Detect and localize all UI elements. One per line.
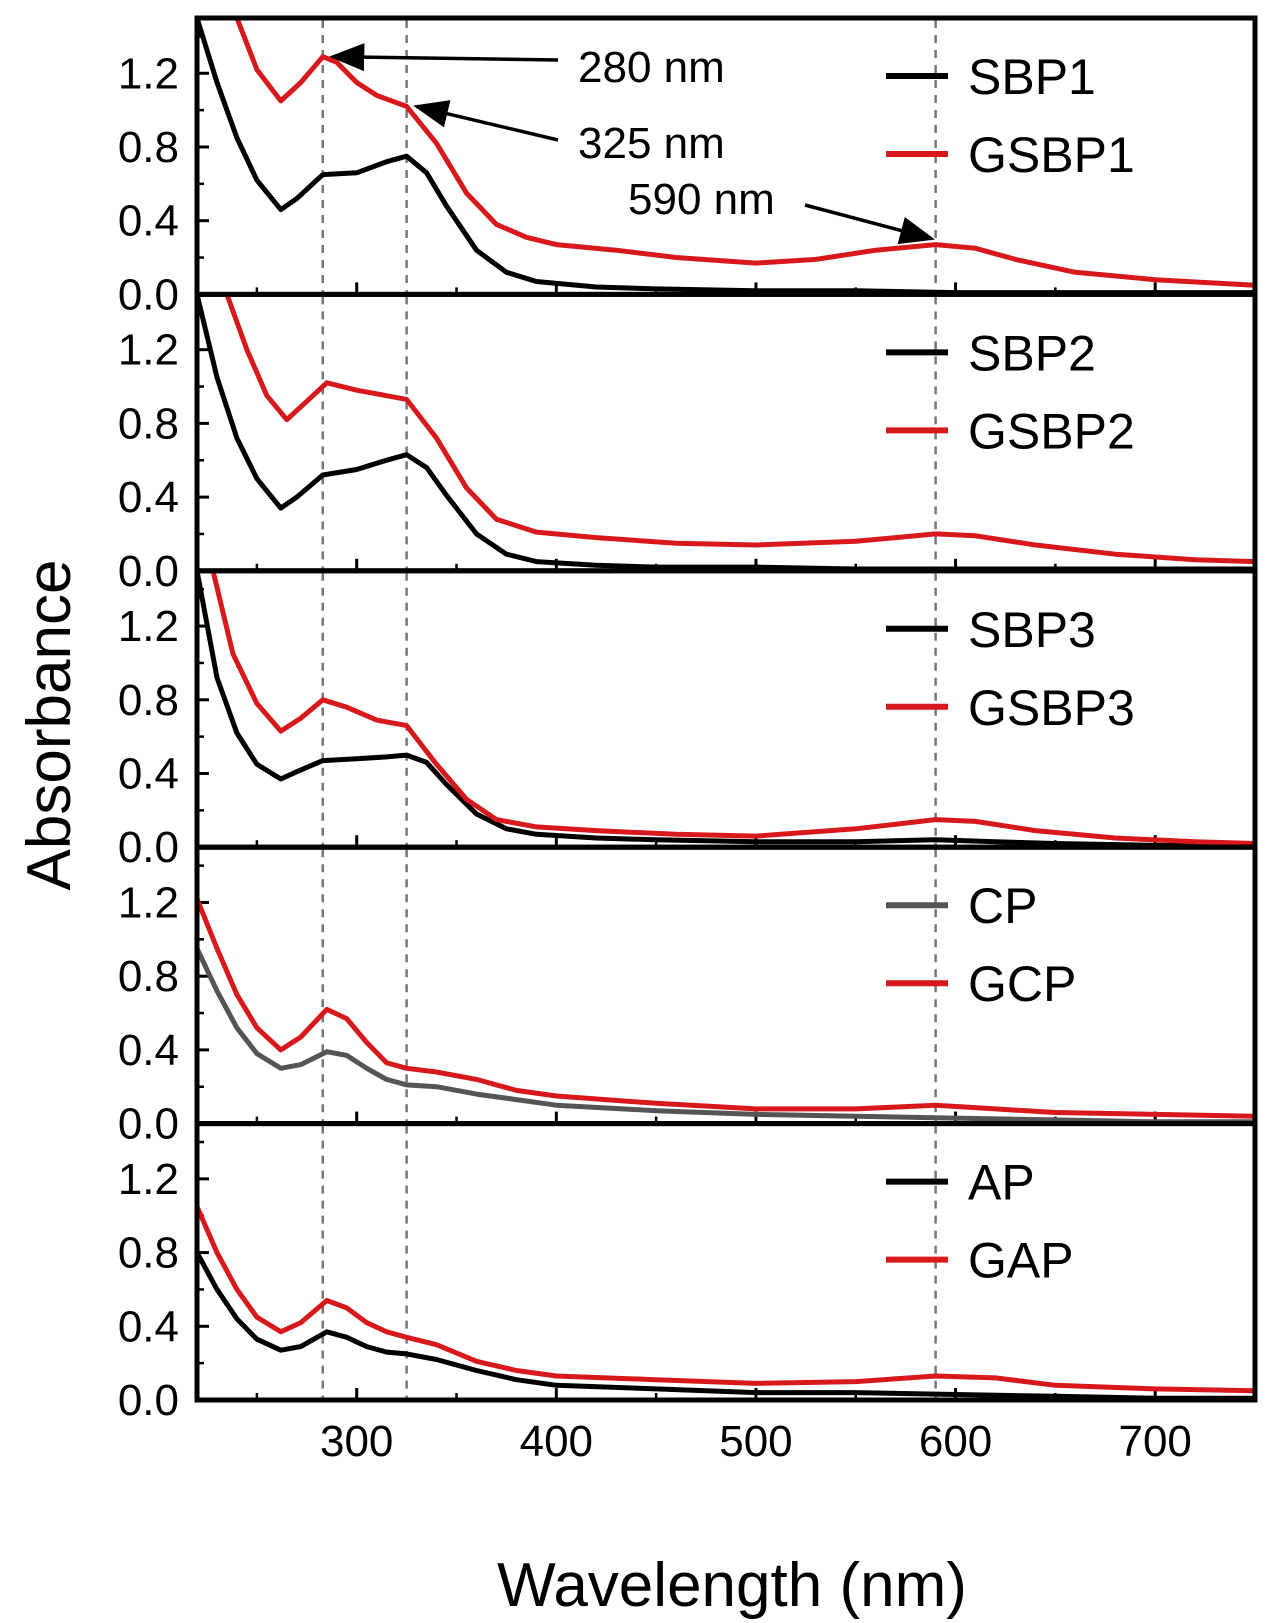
legend-label-cp: CP — [968, 878, 1037, 934]
y-tick-label: 0.0 — [118, 823, 179, 872]
series-line-cp — [197, 946, 1255, 1124]
x-axis-title: Wavelength (nm) — [497, 1551, 967, 1620]
panel-curves — [197, 896, 1255, 1124]
legend-panel-4: CP GCP — [886, 878, 1076, 1012]
y-tick-label: 0.0 — [118, 1100, 179, 1149]
panel-curves — [197, 18, 1255, 295]
y-tick-label: 1.2 — [118, 602, 179, 651]
legend-label-sbp1: SBP1 — [968, 49, 1096, 105]
y-tick-label: 0.0 — [118, 547, 179, 596]
annotation-label: 325 nm — [578, 119, 725, 168]
y-tick-label: 0.8 — [118, 399, 179, 448]
legend-label-sbp2: SBP2 — [968, 325, 1096, 381]
legend-label-sbp3: SBP3 — [968, 602, 1096, 658]
panel-2: 0.0 0.4 0.8 1.2 SBP2 GSBP2 — [118, 291, 1258, 596]
y-tick-label: 0.8 — [118, 1229, 179, 1278]
series-line-gap — [197, 1204, 1255, 1394]
series-line-sbp1 — [197, 18, 1255, 295]
y-tick-label: 0.4 — [118, 1302, 179, 1351]
annotation-label: 590 nm — [628, 175, 775, 224]
panel-curves — [197, 1204, 1255, 1400]
y-tick-label: 0.4 — [118, 473, 179, 522]
x-tick-label: 400 — [520, 1417, 593, 1466]
panel-frame — [194, 1121, 1258, 1403]
x-axis: 300 400 500 600 700 — [320, 1417, 1192, 1466]
y-tick-label: 1.2 — [118, 326, 179, 375]
panel-curves — [197, 570, 1255, 848]
legend-panel-2: SBP2 GSBP2 — [886, 325, 1135, 459]
panel-4: 0.0 0.4 0.8 1.2 CP GCP — [118, 844, 1258, 1149]
series-line-ap — [197, 1250, 1255, 1400]
annotation-label: 280 nm — [578, 43, 725, 92]
legend-label-gap: GAP — [968, 1233, 1074, 1289]
y-tick-label: 0.4 — [118, 749, 179, 798]
annotation-arrow — [804, 203, 935, 245]
legend-panel-1: SBP1 GSBP1 — [886, 49, 1135, 183]
y-tick-label: 0.0 — [118, 1376, 179, 1425]
panel-5: 0.0 0.4 0.8 1.2 AP GAP — [118, 1121, 1258, 1425]
panel-3: 0.0 0.4 0.8 1.2 SBP3 GSBP3 — [118, 568, 1258, 872]
panels-layer: 0.0 0.4 0.8 1.2 SBP1 GSBP1 0.0 0.4 0.8 1.2 SBP2 GSB… — [118, 15, 1258, 1425]
legend-panel-3: SBP3 GSBP3 — [886, 602, 1135, 736]
y-tick-label: 0.8 — [118, 676, 179, 725]
annotation-arrow — [413, 100, 559, 142]
series-line-gsbp2 — [224, 294, 1255, 565]
y-tick-label: 0.8 — [118, 123, 179, 172]
y-tick-label: 1.2 — [118, 49, 179, 98]
panel-1: 0.0 0.4 0.8 1.2 SBP1 GSBP1 — [118, 15, 1258, 319]
y-tick-label: 0.0 — [118, 270, 179, 319]
annotations: 280 nm 325 nm 590 nm — [329, 43, 935, 245]
y-tick-label: 1.2 — [118, 1155, 179, 1204]
y-tick-label: 0.4 — [118, 1026, 179, 1075]
y-axis-title: Absorbance — [15, 560, 84, 891]
x-tick-label: 500 — [719, 1417, 792, 1466]
panel-frame — [194, 844, 1258, 1127]
x-tick-label: 600 — [919, 1417, 992, 1466]
series-line-gsbp1 — [234, 18, 1255, 288]
legend-label-ap: AP — [968, 1155, 1035, 1211]
legend-label-gsbp2: GSBP2 — [968, 403, 1135, 459]
y-tick-label: 1.2 — [118, 878, 179, 927]
y-tick-label: 0.8 — [118, 952, 179, 1001]
y-tick-label: 0.4 — [118, 197, 179, 246]
legend-label-gcp: GCP — [968, 956, 1076, 1012]
legend-label-gsbp3: GSBP3 — [968, 680, 1135, 736]
x-tick-label: 300 — [320, 1417, 393, 1466]
annotation-arrow — [329, 43, 559, 72]
x-tick-label: 700 — [1118, 1417, 1191, 1466]
series-line-sbp3 — [197, 570, 1255, 848]
legend-label-gsbp1: GSBP1 — [968, 127, 1135, 183]
series-line-gsbp3 — [210, 570, 1255, 846]
series-line-gcp — [197, 896, 1255, 1119]
legend-panel-5: AP GAP — [886, 1155, 1074, 1289]
